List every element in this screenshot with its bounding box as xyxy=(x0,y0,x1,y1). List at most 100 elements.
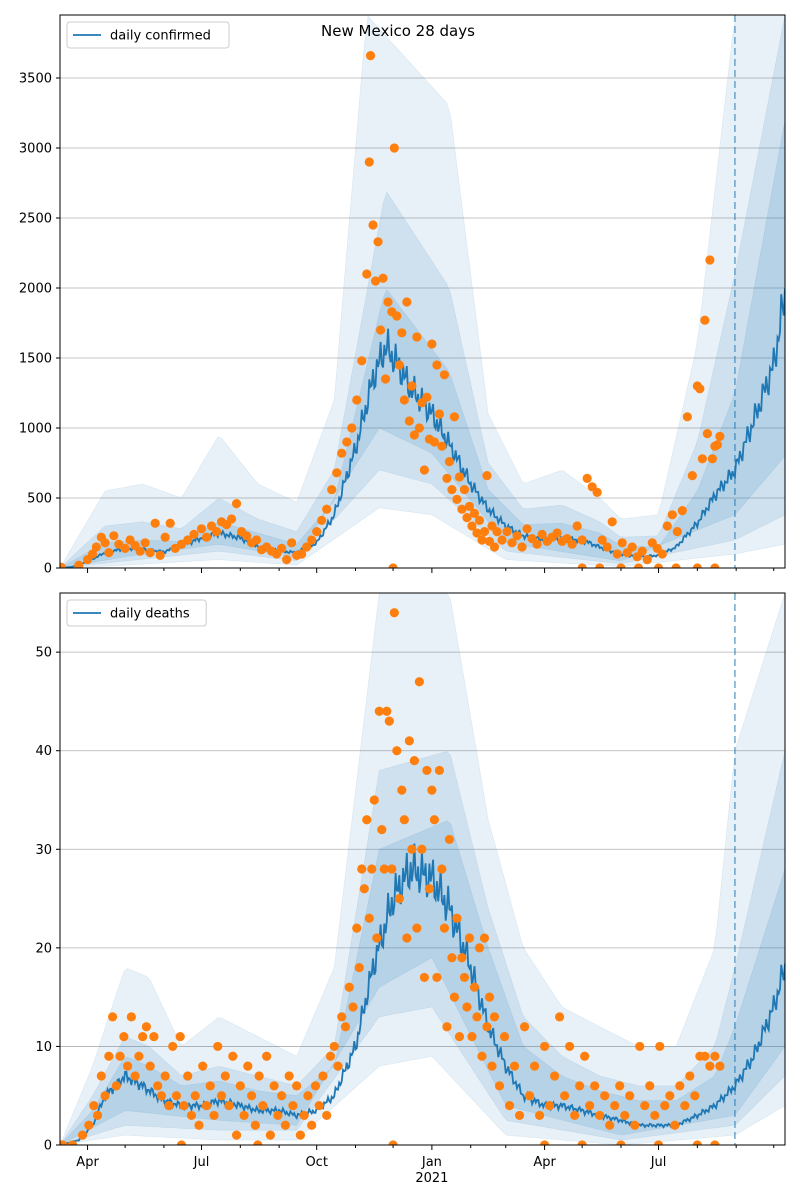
data-point xyxy=(439,923,450,933)
data-point xyxy=(258,1100,268,1111)
data-point xyxy=(434,409,445,419)
data-point xyxy=(660,1100,670,1111)
data-point xyxy=(402,933,412,943)
data-point xyxy=(457,504,467,514)
data-point xyxy=(489,542,500,552)
y-tick-label: 40 xyxy=(35,744,52,759)
data-point xyxy=(209,1110,219,1121)
data-point xyxy=(388,1140,398,1145)
data-point xyxy=(692,563,702,568)
data-point xyxy=(277,543,287,554)
data-point xyxy=(544,1100,555,1111)
y-tick-label: 10 xyxy=(35,1040,52,1055)
data-point xyxy=(662,521,672,531)
data-point xyxy=(284,1071,294,1081)
data-point xyxy=(502,527,512,537)
data-point xyxy=(277,1091,287,1101)
data-point xyxy=(307,535,317,545)
data-point xyxy=(302,542,312,552)
y-tick-label: 50 xyxy=(35,646,52,661)
data-point xyxy=(633,563,644,568)
data-point xyxy=(635,1041,645,1052)
y-tick-label: 2500 xyxy=(19,212,52,227)
data-point xyxy=(153,1081,163,1091)
data-point xyxy=(325,1051,336,1061)
data-point xyxy=(715,1061,725,1071)
data-point xyxy=(399,815,409,825)
data-point xyxy=(317,515,327,526)
data-point xyxy=(655,1041,665,1052)
legend-label: daily confirmed xyxy=(110,29,211,44)
data-point xyxy=(565,1041,575,1052)
data-point xyxy=(155,550,165,561)
data-point xyxy=(595,1110,605,1121)
data-point xyxy=(160,532,170,542)
data-point xyxy=(100,1091,110,1101)
data-point xyxy=(637,546,647,556)
data-point xyxy=(89,1100,99,1111)
data-point xyxy=(462,1002,472,1012)
data-point xyxy=(712,440,722,450)
x-tick-label: Jan xyxy=(421,1155,442,1170)
data-point xyxy=(235,1081,245,1091)
data-point xyxy=(615,1081,625,1091)
data-point xyxy=(424,884,434,894)
data-point xyxy=(211,527,222,537)
x-tick-label: Oct xyxy=(305,1155,327,1170)
data-point xyxy=(231,1130,242,1140)
data-point xyxy=(452,913,462,923)
data-point xyxy=(710,1051,720,1061)
data-point xyxy=(216,1091,227,1101)
data-point xyxy=(156,1091,167,1101)
data-point xyxy=(402,297,412,307)
y-tick-label: 1500 xyxy=(19,352,52,367)
data-point xyxy=(612,549,622,559)
data-point xyxy=(605,1120,615,1130)
data-point xyxy=(539,1041,550,1052)
data-point xyxy=(616,1140,626,1145)
data-point xyxy=(419,465,429,475)
data-point xyxy=(532,539,542,549)
data-point xyxy=(687,471,697,481)
data-point xyxy=(130,1071,140,1081)
data-point xyxy=(140,538,150,548)
data-point xyxy=(422,392,432,402)
data-point xyxy=(653,563,664,568)
data-point xyxy=(357,356,367,366)
data-point xyxy=(452,494,462,504)
data-point xyxy=(201,532,212,542)
data-point xyxy=(397,328,407,338)
data-point xyxy=(677,506,687,516)
data-point xyxy=(250,1120,260,1130)
data-point xyxy=(175,1031,185,1042)
data-point xyxy=(297,549,307,559)
data-point xyxy=(394,360,404,370)
data-point xyxy=(367,864,377,874)
data-point xyxy=(577,563,587,568)
x-tick-label: Apr xyxy=(533,1155,556,1170)
data-point xyxy=(429,437,439,447)
data-point xyxy=(432,360,442,370)
data-point xyxy=(439,370,450,380)
data-point xyxy=(434,765,445,776)
data-point xyxy=(282,555,292,565)
data-point xyxy=(183,1071,193,1081)
data-point xyxy=(487,1061,497,1071)
data-point xyxy=(690,1091,700,1101)
plot-frame xyxy=(59,14,786,569)
data-point xyxy=(602,542,612,552)
data-point xyxy=(577,535,587,545)
data-point xyxy=(303,1091,313,1101)
data-point xyxy=(447,953,457,963)
data-point xyxy=(417,844,427,854)
data-point xyxy=(392,311,402,321)
data-point xyxy=(469,982,480,992)
uncertainty-band xyxy=(60,750,785,1145)
data-point xyxy=(183,535,193,545)
data-point xyxy=(373,237,383,247)
data-point xyxy=(288,1100,298,1111)
data-point xyxy=(189,529,199,540)
data-point xyxy=(467,1031,477,1042)
data-point xyxy=(442,473,452,483)
